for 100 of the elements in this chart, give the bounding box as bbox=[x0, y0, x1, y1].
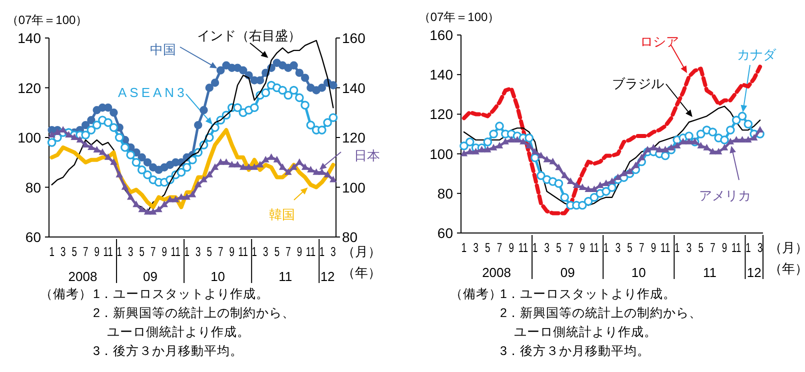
point bbox=[284, 168, 292, 175]
point bbox=[127, 193, 134, 200]
point bbox=[188, 155, 197, 164]
point bbox=[703, 144, 710, 150]
point bbox=[114, 133, 124, 142]
y-tick-label: 80 bbox=[437, 185, 454, 202]
point bbox=[668, 144, 675, 150]
point bbox=[697, 142, 704, 148]
point bbox=[194, 120, 202, 130]
point bbox=[726, 126, 735, 134]
x-tick-label: 1 bbox=[674, 242, 680, 256]
point bbox=[674, 142, 681, 148]
point bbox=[160, 200, 168, 208]
point bbox=[744, 136, 752, 142]
text: 09 bbox=[560, 265, 575, 280]
point bbox=[549, 158, 556, 164]
x-tick-label: 1 bbox=[49, 246, 54, 260]
x-tick-label: 9 bbox=[296, 246, 302, 260]
point bbox=[273, 156, 281, 162]
point bbox=[144, 208, 152, 215]
x-tick-label: 3 bbox=[330, 246, 336, 260]
y-tick-label: 60 bbox=[25, 229, 42, 245]
point bbox=[684, 132, 694, 140]
point bbox=[524, 134, 534, 142]
point bbox=[296, 158, 304, 165]
x-tick-label: 3 bbox=[615, 242, 621, 256]
point bbox=[150, 208, 157, 215]
y2-tick-label: 160 bbox=[342, 30, 366, 46]
point bbox=[484, 146, 492, 152]
text: ユーロ側統計より作成。 bbox=[514, 325, 657, 339]
point bbox=[88, 143, 95, 150]
x-tick-label: 1 bbox=[532, 242, 538, 256]
point bbox=[608, 183, 616, 192]
point bbox=[137, 165, 146, 174]
point bbox=[76, 136, 84, 142]
x-axis-title: （月） bbox=[769, 240, 805, 255]
point bbox=[87, 116, 96, 124]
x-tick-label: 11 bbox=[732, 242, 742, 256]
point bbox=[278, 86, 287, 95]
point bbox=[143, 158, 152, 166]
x-tick-label: 3 bbox=[263, 246, 268, 260]
point bbox=[307, 166, 314, 172]
point bbox=[596, 181, 604, 188]
point bbox=[116, 170, 123, 178]
x-tick-label: 1 bbox=[603, 242, 609, 256]
point bbox=[578, 200, 587, 210]
text: 2．新興国等の統計上の制約から、 bbox=[500, 306, 702, 320]
point bbox=[465, 138, 474, 146]
x-tick-label: 7 bbox=[568, 242, 574, 256]
point bbox=[483, 138, 492, 146]
point bbox=[466, 148, 474, 154]
x-tick-label: 7 bbox=[710, 242, 716, 256]
point bbox=[744, 120, 753, 128]
point bbox=[478, 146, 486, 152]
point bbox=[526, 142, 533, 148]
x-tick-label: 1 bbox=[746, 242, 751, 256]
point bbox=[644, 146, 652, 152]
x-tick-label: 5 bbox=[274, 246, 280, 260]
text: ユーロ側統計より作成。 bbox=[107, 325, 250, 339]
point bbox=[495, 122, 504, 130]
point bbox=[318, 84, 326, 92]
point bbox=[708, 128, 718, 136]
x-tick-label: 5 bbox=[556, 242, 562, 256]
point bbox=[720, 136, 729, 144]
point bbox=[240, 163, 247, 170]
y-tick-label: 140 bbox=[18, 30, 42, 46]
point bbox=[650, 144, 658, 150]
point bbox=[312, 168, 320, 175]
x-tick-label: 1 bbox=[319, 246, 325, 260]
point bbox=[514, 136, 521, 142]
point bbox=[98, 148, 106, 155]
text: 3．後方３か月移動平均。 bbox=[93, 343, 243, 358]
point bbox=[290, 163, 298, 170]
text: 3．後方３か月移動平均。 bbox=[500, 343, 650, 358]
point bbox=[638, 154, 646, 160]
point bbox=[228, 160, 236, 168]
x-tick-label: 7 bbox=[639, 242, 644, 256]
x-tick-label: 5 bbox=[698, 242, 704, 256]
point bbox=[81, 130, 90, 140]
point bbox=[138, 153, 146, 162]
point bbox=[726, 138, 734, 144]
point bbox=[555, 164, 562, 170]
point bbox=[132, 200, 140, 208]
point bbox=[295, 93, 304, 102]
point bbox=[685, 138, 693, 144]
point bbox=[194, 180, 202, 188]
point bbox=[245, 163, 252, 170]
x-tick-label: 3 bbox=[686, 242, 692, 256]
point bbox=[572, 181, 580, 188]
point bbox=[750, 134, 758, 140]
text: 2008 bbox=[68, 269, 98, 284]
x-tick-label: 5 bbox=[72, 246, 77, 260]
point bbox=[608, 178, 616, 184]
point bbox=[48, 131, 56, 138]
y-axis-title: （07年＝100） bbox=[6, 13, 88, 27]
point bbox=[284, 90, 293, 100]
point bbox=[460, 141, 468, 150]
point bbox=[211, 163, 219, 170]
point bbox=[490, 144, 498, 150]
x-tick-label: 5 bbox=[485, 242, 490, 256]
